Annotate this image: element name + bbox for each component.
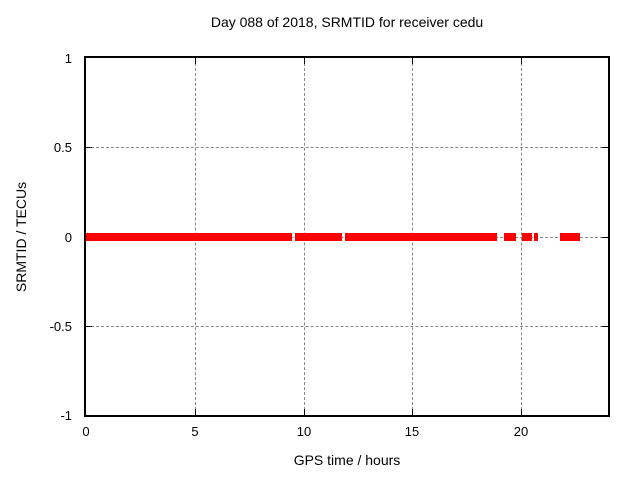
x-tick-mark [195, 409, 196, 415]
y-tick-mark [86, 326, 92, 327]
x-gridline [521, 58, 522, 415]
y-tick-label: 1 [64, 51, 72, 66]
x-tick-label: 5 [191, 424, 199, 439]
x-tick-mark [521, 58, 522, 64]
y-gridline [86, 326, 608, 327]
data-segment [295, 233, 342, 241]
y-tick-mark [602, 237, 608, 238]
x-tick-mark [412, 409, 413, 415]
x-axis-label: GPS time / hours [293, 452, 401, 468]
data-segment [504, 233, 516, 241]
y-tick-mark [602, 326, 608, 327]
x-tick-label: 0 [82, 424, 90, 439]
chart-title: Day 088 of 2018, SRMTID for receiver ced… [210, 14, 484, 30]
y-gridline [86, 147, 608, 148]
x-tick-label: 15 [404, 424, 420, 439]
x-tick-label: 20 [513, 424, 529, 439]
x-tick-mark [304, 409, 305, 415]
y-tick-label: 0.5 [53, 140, 72, 155]
x-tick-mark [521, 409, 522, 415]
data-segment [534, 233, 538, 241]
x-tick-mark [412, 58, 413, 64]
y-tick-label: -1 [60, 408, 72, 423]
y-tick-label: -0.5 [49, 319, 72, 334]
data-segment [86, 233, 292, 241]
data-segment [560, 233, 580, 241]
data-segment [345, 233, 497, 241]
y-tick-label: 0 [64, 230, 72, 245]
y-tick-mark [602, 147, 608, 148]
x-tick-mark [304, 58, 305, 64]
x-tick-label: 10 [296, 424, 312, 439]
x-tick-mark [195, 58, 196, 64]
y-tick-mark [86, 147, 92, 148]
plot-area [84, 56, 610, 417]
data-segment [522, 233, 532, 241]
